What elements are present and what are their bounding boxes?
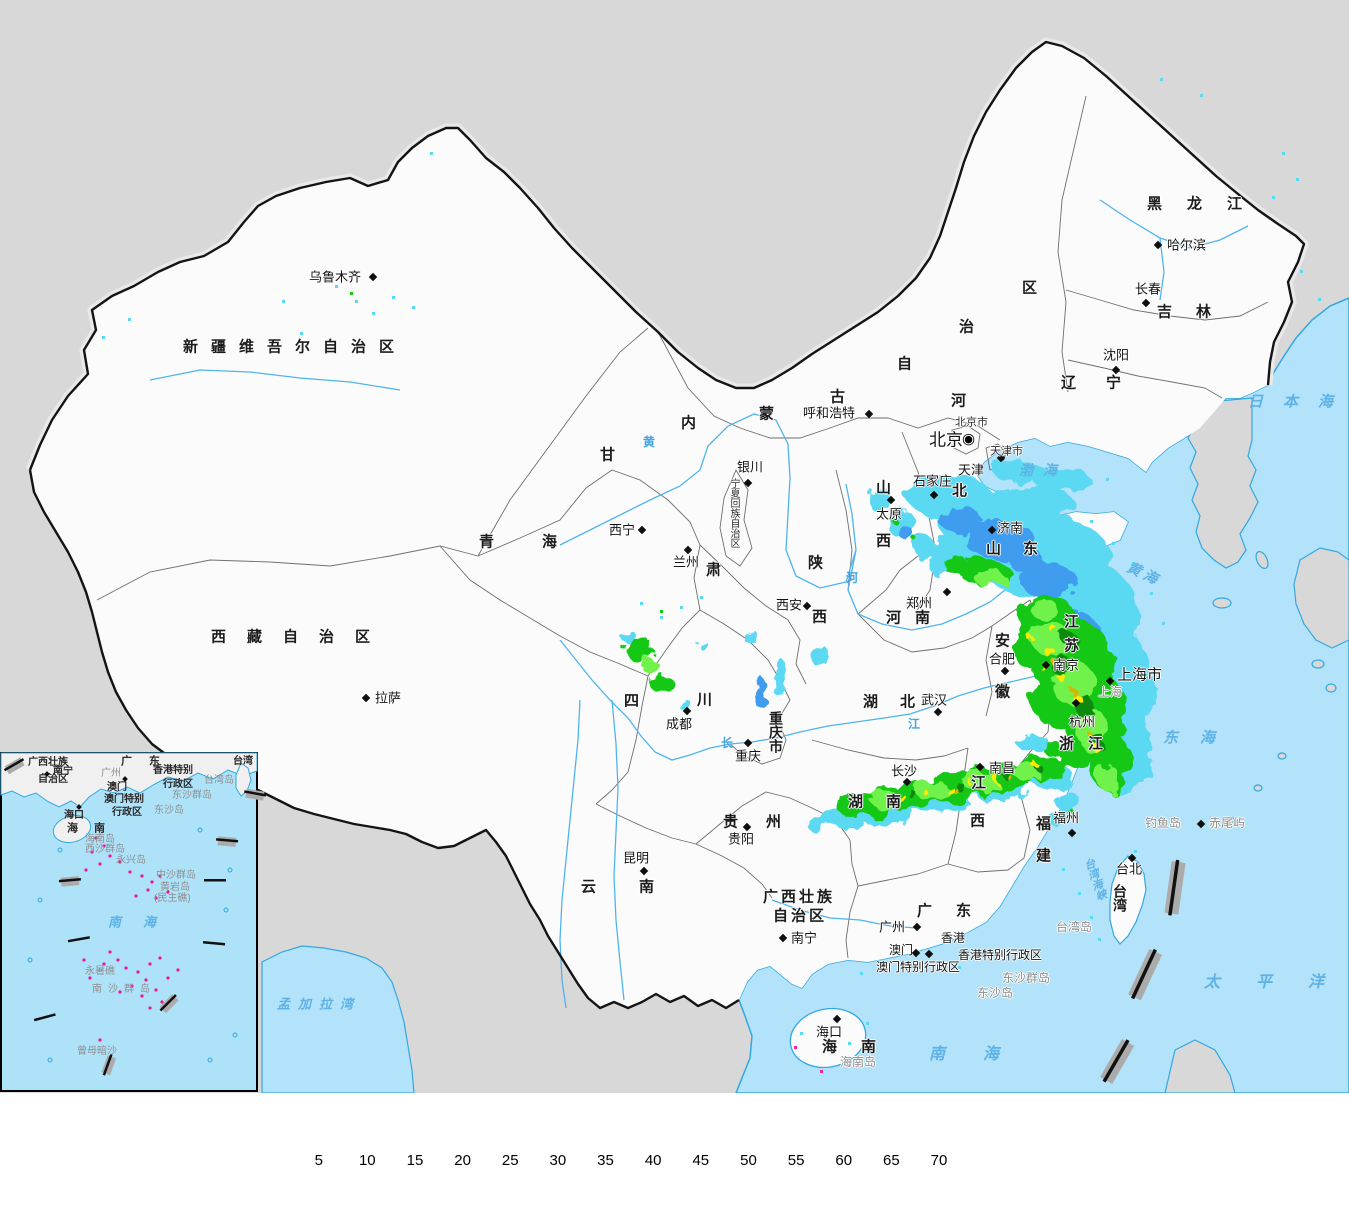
- inset-island-marks: [82, 836, 180, 1042]
- legend-tick: 25: [501, 1152, 519, 1169]
- echo-specks: [102, 78, 1321, 1045]
- kyushu: [1293, 547, 1349, 649]
- national-border: [28, 40, 1306, 1010]
- legend-tick: 65: [883, 1152, 900, 1169]
- hainan-island: [789, 1007, 867, 1069]
- legend-tick: 20: [454, 1152, 471, 1169]
- rivers: [149, 199, 1249, 1009]
- legend-tick: 5: [314, 1152, 324, 1169]
- inset-dashes: [3, 757, 267, 1076]
- legend-tick: 40: [644, 1152, 662, 1169]
- south-china-sea-inset: [0, 752, 267, 1092]
- legend-tick: 45: [692, 1152, 710, 1169]
- legend-tick: 60: [835, 1152, 853, 1169]
- legend-tick: 70: [930, 1152, 948, 1169]
- inset-islets: [27, 827, 238, 1063]
- legend-tick: 50: [740, 1152, 757, 1169]
- legend-tick: 10: [358, 1152, 376, 1169]
- korea-peninsula: [1187, 397, 1259, 569]
- legend-tick: 55: [787, 1152, 805, 1169]
- china-radar-map: 新疆维吾尔自治区 西藏自治区 青海甘肃内蒙古自治区宁夏回族自治区陕西山西河北山东河南…: [0, 0, 1349, 1093]
- foreign-coasts: [1164, 397, 1349, 1093]
- taiwan-island: [1109, 855, 1147, 945]
- boundary-dashes: [1100, 859, 1186, 1085]
- province-boundaries: [96, 95, 1269, 959]
- luzon: [1164, 1039, 1236, 1093]
- radar-echo-layer: [102, 78, 1321, 1073]
- legend-tick: 30: [549, 1152, 567, 1169]
- legend-panel: 全国雷达拼图 [2026-01-04 15:42:00] [ 组合反射率 ] d…: [0, 1093, 1349, 1208]
- legend-tick: 35: [597, 1152, 614, 1169]
- legend-tick: 15: [406, 1152, 424, 1169]
- map-canvas: [0, 0, 1349, 1093]
